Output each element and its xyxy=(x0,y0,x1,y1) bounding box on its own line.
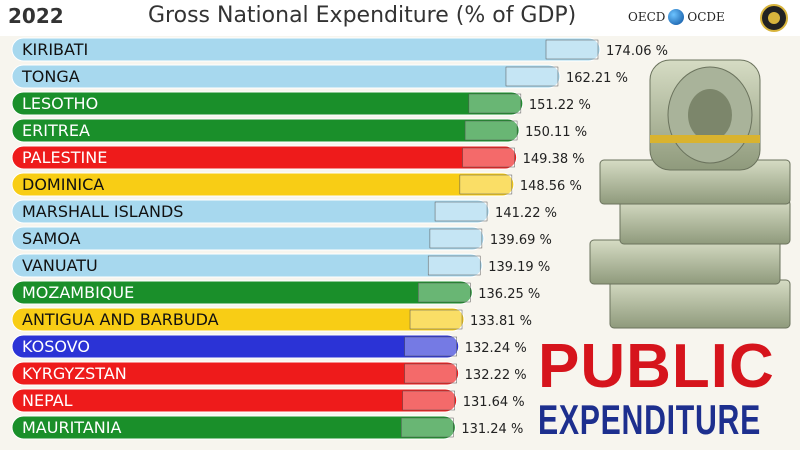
bar xyxy=(11,253,483,278)
money-stack-illustration xyxy=(589,59,791,329)
bar xyxy=(11,307,465,332)
flag-icon xyxy=(409,309,463,330)
category-label: ERITREA xyxy=(22,121,90,140)
flag-icon xyxy=(401,417,454,438)
value-label: 148.56 % xyxy=(520,179,582,194)
flag-icon xyxy=(459,174,513,195)
bar-row-eritrea: ERITREA 150.11 % xyxy=(11,118,587,143)
value-label: 151.22 % xyxy=(529,98,591,113)
bar-row-kosovo: KOSOVO 132.24 % xyxy=(11,334,527,359)
category-label: NEPAL xyxy=(22,391,73,410)
value-label: 133.81 % xyxy=(470,314,532,329)
bill-stack-bottom xyxy=(589,159,791,329)
value-label: 174.06 % xyxy=(606,44,668,59)
oecd-logo-right: OCDE xyxy=(687,10,725,24)
bar-row-kyrgyzstan: KYRGYZSTAN 132.22 % xyxy=(11,361,527,386)
flag-icon xyxy=(434,201,488,222)
bar xyxy=(11,280,473,305)
category-label: DOMINICA xyxy=(22,175,104,194)
bar xyxy=(11,199,490,224)
value-label: 139.69 % xyxy=(490,233,552,248)
flag-icon xyxy=(464,120,518,141)
value-label: 132.24 % xyxy=(465,341,527,356)
value-label: 136.25 % xyxy=(478,287,540,302)
category-label: TONGA xyxy=(21,67,80,86)
bar-row-dominica: DOMINICA 148.56 % xyxy=(11,172,582,197)
bar xyxy=(11,334,460,359)
flag-icon xyxy=(462,147,515,168)
value-label: 162.21 % xyxy=(566,71,628,86)
bar-row-marshall-islands: MARSHALL ISLANDS 141.22 % xyxy=(11,199,557,224)
bar-row-palestine: PALESTINE 149.38 % xyxy=(11,145,585,170)
bar-row-vanuatu: VANUATU 139.19 % xyxy=(11,253,550,278)
banner-expenditure: EXPENDITURE xyxy=(538,396,761,443)
bar xyxy=(11,226,485,251)
seal-icon xyxy=(760,4,788,32)
bar xyxy=(11,415,456,440)
header-bar: 2022 Gross National Expenditure (% of GD… xyxy=(0,0,800,36)
flag-icon xyxy=(429,228,483,249)
flag-icon xyxy=(402,390,455,411)
value-label: 131.24 % xyxy=(461,422,523,437)
bar xyxy=(11,145,518,170)
flag-icon xyxy=(545,39,599,60)
oecd-logo-left: OECD xyxy=(628,10,666,24)
bar-row-nepal: NEPAL 131.64 % xyxy=(11,388,525,413)
category-label: KIRIBATI xyxy=(22,40,88,59)
banner-public: PUBLIC xyxy=(538,332,775,401)
category-label: MAURITANIA xyxy=(22,418,121,437)
flag-icon xyxy=(404,363,457,384)
globe-icon xyxy=(668,9,685,25)
value-label: 132.22 % xyxy=(465,368,527,383)
flag-icon xyxy=(404,336,457,357)
category-label: KYRGYZSTAN xyxy=(22,364,127,383)
flag-icon xyxy=(505,66,559,87)
bar-row-kiribati: KIRIBATI 174.06 % xyxy=(11,37,668,62)
bar-row-mauritania: MAURITANIA 131.24 % xyxy=(11,415,523,440)
bar-row-tonga: TONGA 162.21 % xyxy=(11,64,628,89)
value-label: 141.22 % xyxy=(495,206,557,221)
value-label: 139.19 % xyxy=(488,260,550,275)
year-label: 2022 xyxy=(8,4,64,28)
bar xyxy=(11,388,458,413)
bar-row-lesotho: LESOTHO 151.22 % xyxy=(11,91,591,116)
bar-row-antigua-and-barbuda: ANTIGUA AND BARBUDA 133.81 % xyxy=(11,307,532,332)
value-label: 131.64 % xyxy=(463,395,525,410)
chart-title: Gross National Expenditure (% of GDP) xyxy=(148,3,577,28)
bar xyxy=(11,64,561,89)
flag-icon xyxy=(418,282,471,303)
category-label: PALESTINE xyxy=(22,148,107,167)
value-label: 150.11 % xyxy=(525,125,587,140)
category-label: VANUATU xyxy=(22,256,98,275)
category-label: LESOTHO xyxy=(22,94,98,113)
oecd-logo: OECD OCDE xyxy=(628,9,725,25)
bar-row-samoa: SAMOA 139.69 % xyxy=(11,226,552,251)
bar-row-mozambique: MOZAMBIQUE 136.25 % xyxy=(11,280,540,305)
bar xyxy=(11,118,520,143)
bar xyxy=(11,361,460,386)
flag-icon xyxy=(427,255,481,276)
bill-roll xyxy=(649,59,761,171)
bar xyxy=(11,37,601,62)
category-label: ANTIGUA AND BARBUDA xyxy=(22,310,219,329)
category-label: SAMOA xyxy=(22,229,81,248)
value-label: 149.38 % xyxy=(523,152,585,167)
category-label: MARSHALL ISLANDS xyxy=(22,202,183,221)
flag-icon xyxy=(468,93,522,114)
category-label: KOSOVO xyxy=(22,337,90,356)
bar xyxy=(11,172,515,197)
bar xyxy=(11,91,524,116)
category-label: MOZAMBIQUE xyxy=(22,283,134,302)
